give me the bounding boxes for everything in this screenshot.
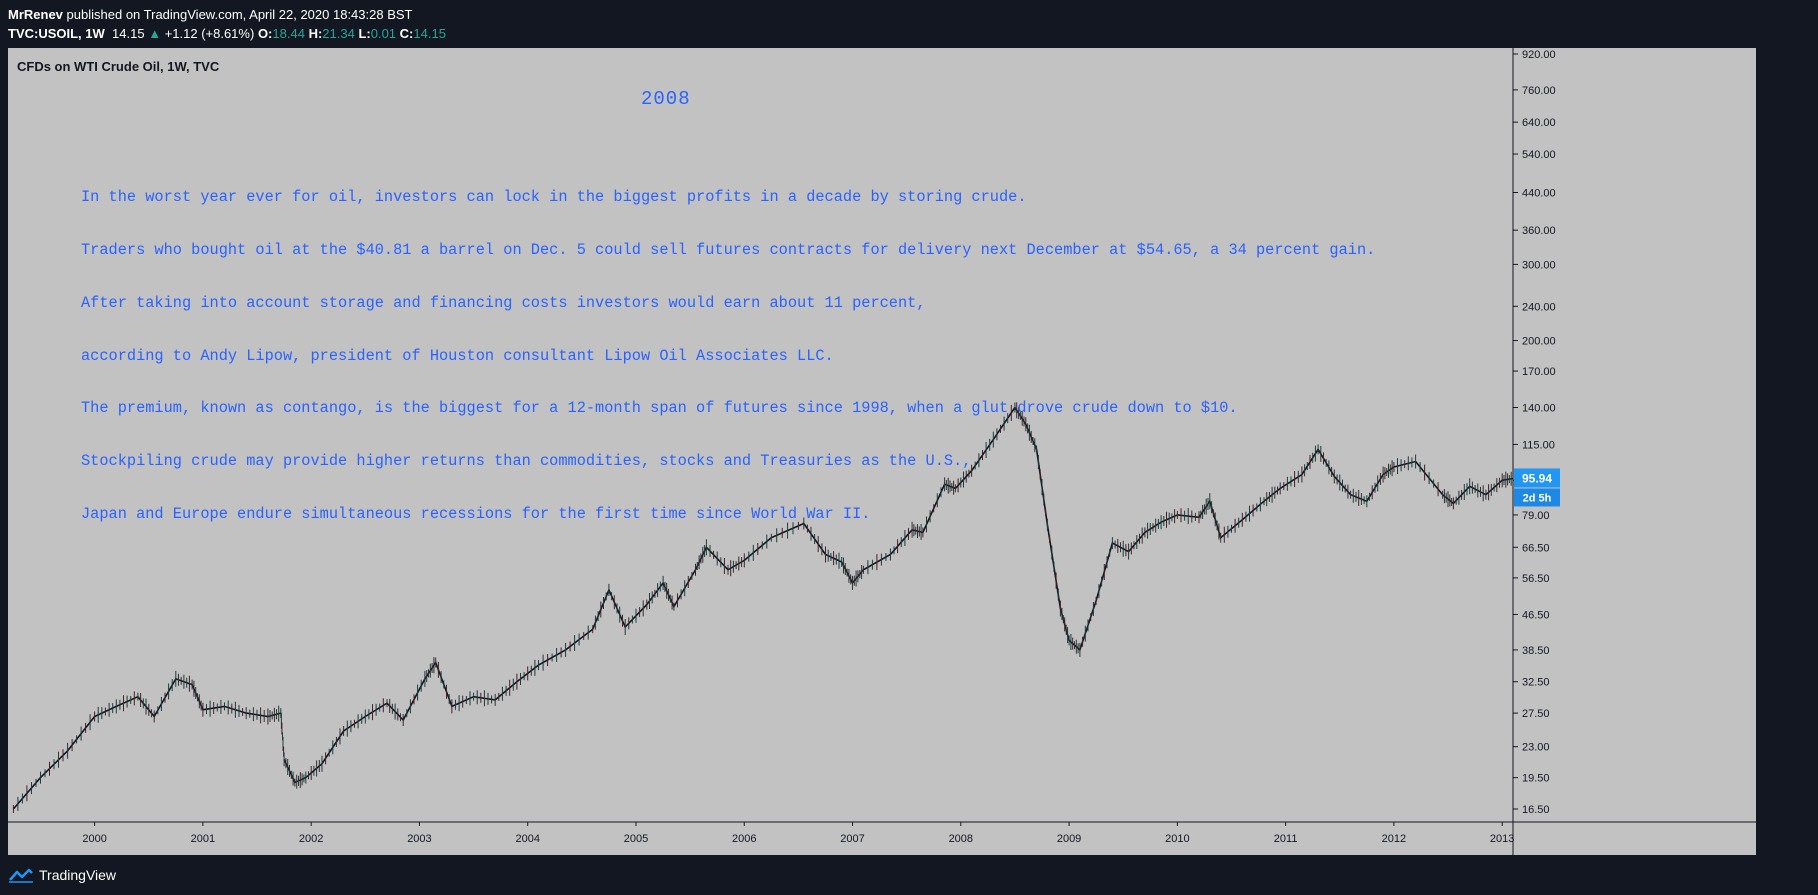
high-value: 21.34: [322, 26, 355, 41]
price-axis: 920.00 760.00 640.00 540.00 440.00 360.00 300.…: [1512, 48, 1556, 855]
annotation-line: In the worst year ever for oil, investor…: [81, 188, 1027, 207]
symbol-info: TVC:USOIL, 1W 14.15 ▲ +1.12 (+8.61%) O:1…: [8, 26, 446, 41]
y-tick-label: 79.00: [1522, 510, 1550, 522]
y-tick-label: 19.50: [1522, 773, 1550, 785]
y-tick-label: 66.50: [1522, 542, 1550, 554]
y-tick-label: 46.50: [1522, 609, 1550, 621]
x-tick-label: 2001: [191, 833, 215, 845]
price-series: [12, 402, 1514, 813]
annotation-line: Stockpiling crude may provide higher ret…: [81, 452, 972, 471]
price-chart[interactable]: 920.00 760.00 640.00 540.00 440.00 360.00 300.…: [8, 48, 1756, 855]
annotation-year[interactable]: 2008: [641, 88, 691, 110]
x-tick-label: 2003: [407, 833, 431, 845]
annotation-line: Traders who bought oil at the $40.81 a b…: [81, 240, 1376, 259]
last-price-badge: [1514, 468, 1560, 488]
publish-info: MrRenev published on TradingView.com, Ap…: [8, 7, 412, 22]
chart-header: MrRenev published on TradingView.com, Ap…: [0, 0, 1818, 48]
change-arrow-icon: ▲: [148, 26, 162, 41]
x-tick-label: 2007: [840, 833, 864, 845]
time-axis: 2000 2001 2002 2003 2004 2005 2006 2007 2008 2009…: [8, 821, 1756, 845]
y-tick-label: 56.50: [1522, 573, 1550, 585]
x-tick-label: 2000: [82, 833, 106, 845]
open-label: O:: [257, 26, 273, 41]
y-tick-label: 200.00: [1522, 336, 1556, 348]
y-tick-label: 23.00: [1522, 742, 1550, 754]
x-tick-label: 2013: [1490, 833, 1514, 845]
x-tick-label: 2006: [732, 833, 756, 845]
y-tick-label: 540.00: [1522, 149, 1556, 161]
y-tick-label: 440.00: [1522, 187, 1556, 199]
x-tick-label: 2002: [299, 833, 323, 845]
y-tick-label: 920.00: [1522, 49, 1556, 61]
x-tick-label: 2008: [949, 833, 973, 845]
y-tick-label: 38.50: [1522, 645, 1550, 657]
tradingview-brand[interactable]: TradingView: [8, 866, 116, 884]
annotation-text[interactable]: In the worst year ever for oil, investor…: [81, 154, 1375, 559]
y-tick-label: 170.00: [1522, 366, 1556, 378]
last-price: 14.15: [112, 26, 145, 41]
annotation-line: After taking into account storage and fi…: [81, 293, 926, 312]
low-label: L:: [358, 26, 371, 41]
symbol-label[interactable]: TVC:USOIL, 1W: [8, 26, 105, 41]
y-tick-label: 27.50: [1522, 708, 1550, 720]
price-badges: 95.94 2d 5h: [1514, 468, 1560, 507]
y-tick-label: 115.00: [1522, 439, 1555, 451]
y-tick-label: 760.00: [1522, 85, 1556, 97]
close-value: 14.15: [413, 26, 446, 41]
x-tick-label: 2011: [1274, 833, 1298, 845]
published-text: published on TradingView.com, April 22, …: [66, 7, 413, 22]
chart-area[interactable]: 920.00 760.00 640.00 540.00 440.00 360.00 300.…: [8, 48, 1756, 855]
y-tick-label: 16.50: [1522, 804, 1550, 816]
annotation-line: The premium, known as contango, is the b…: [81, 399, 1238, 418]
y-tick-label: 360.00: [1522, 225, 1556, 237]
x-tick-label: 2005: [624, 833, 648, 845]
y-tick-label: 32.50: [1522, 677, 1550, 689]
y-tick-label: 240.00: [1522, 301, 1556, 313]
y-tick-label: 140.00: [1522, 403, 1556, 415]
tradingview-logo-icon: [9, 868, 33, 883]
low-value: 0.01: [370, 26, 397, 41]
chart-title: CFDs on WTI Crude Oil, 1W, TVC: [17, 59, 220, 74]
x-tick-label: 2004: [515, 833, 539, 845]
annotation-line: Japan and Europe endure simultaneous rec…: [81, 504, 871, 523]
price-change: +1.12 (+8.61%): [164, 26, 255, 41]
high-label: H:: [308, 26, 323, 41]
x-tick-label: 2009: [1057, 833, 1081, 845]
last-price-badge-label: 95.94: [1522, 471, 1552, 485]
x-tick-label: 2010: [1165, 833, 1189, 845]
footer: TradingView: [0, 855, 1818, 895]
open-value: 18.44: [272, 26, 305, 41]
author-name[interactable]: MrRenev: [8, 7, 63, 22]
y-tick-label: 640.00: [1522, 117, 1556, 129]
countdown-badge: [1514, 488, 1560, 507]
annotation-line: according to Andy Lipow, president of Ho…: [81, 346, 834, 365]
close-label: C:: [399, 26, 414, 41]
brand-label: TradingView: [39, 867, 117, 883]
y-tick-label: 300.00: [1522, 259, 1556, 271]
x-tick-label: 2012: [1382, 833, 1406, 845]
countdown-badge-label: 2d 5h: [1523, 492, 1552, 504]
